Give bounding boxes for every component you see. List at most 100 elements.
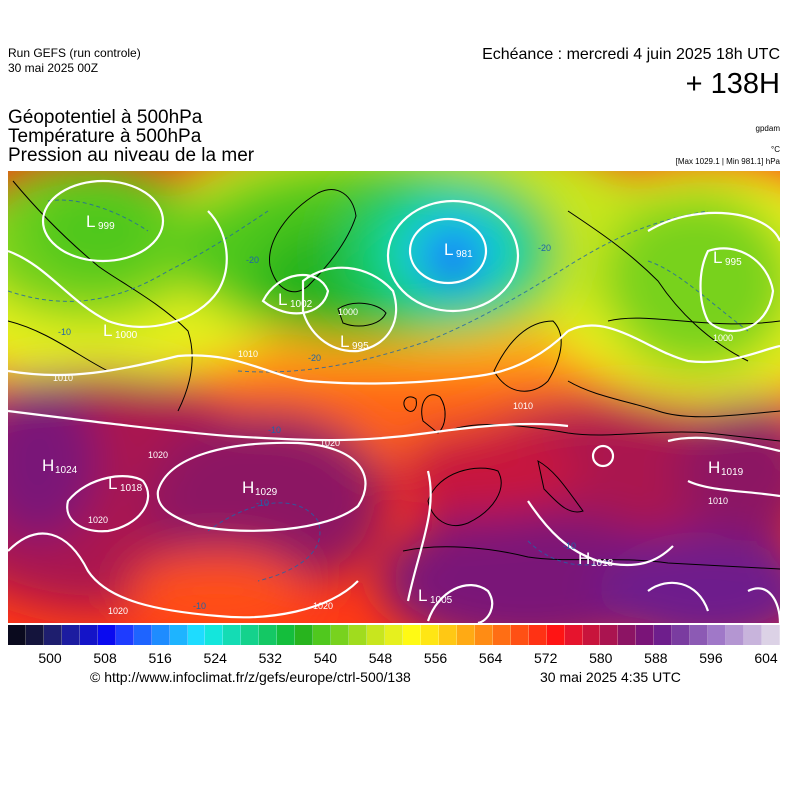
pressure-center: L 1002 bbox=[278, 290, 313, 310]
color-scale-tick: 604 bbox=[754, 650, 778, 666]
color-scale-swatch bbox=[456, 625, 475, 645]
color-scale-swatch bbox=[349, 625, 368, 645]
isotherm-label: -10 bbox=[563, 541, 576, 551]
svg-text:999: 999 bbox=[98, 221, 115, 232]
unit-gpdam: gpdam bbox=[755, 124, 780, 133]
pressure-center: H 1018 bbox=[578, 549, 614, 569]
color-scale-swatch bbox=[420, 625, 439, 645]
svg-text:L: L bbox=[278, 290, 287, 309]
isotherm-label: -10 bbox=[193, 601, 206, 611]
pressure-center: H 1024 bbox=[42, 456, 78, 476]
svg-text:1018: 1018 bbox=[591, 558, 614, 569]
svg-text:L: L bbox=[340, 332, 349, 351]
unit-pressure-range: [Max 1029.1 | Min 981.1] hPa bbox=[675, 157, 780, 166]
color-scale-swatch bbox=[672, 625, 691, 645]
color-scale-swatch bbox=[223, 625, 242, 645]
color-scale-swatch bbox=[151, 625, 170, 645]
pressure-center: H 1019 bbox=[708, 458, 744, 478]
color-scale-swatch bbox=[708, 625, 727, 645]
isotherm-label: -10 bbox=[58, 327, 71, 337]
svg-text:H: H bbox=[42, 456, 54, 475]
isobar-label: 1020 bbox=[88, 515, 108, 525]
svg-text:1005: 1005 bbox=[430, 595, 453, 606]
coastlines bbox=[8, 180, 780, 570]
color-scale-tick: 572 bbox=[534, 650, 558, 666]
color-scale-swatch bbox=[474, 625, 493, 645]
color-scale-swatch bbox=[25, 625, 44, 645]
color-scale-swatch bbox=[169, 625, 188, 645]
color-scale-swatch bbox=[600, 625, 619, 645]
svg-text:1000: 1000 bbox=[115, 330, 138, 341]
color-scale-swatch bbox=[510, 625, 529, 645]
color-scale-swatch bbox=[187, 625, 206, 645]
color-scale-tick: 508 bbox=[93, 650, 117, 666]
color-scale-swatch bbox=[385, 625, 403, 645]
color-scale-swatch bbox=[97, 625, 116, 645]
color-scale-swatch bbox=[295, 625, 314, 645]
isobar-label: 1020 bbox=[148, 450, 168, 460]
color-scale-tick: 548 bbox=[368, 650, 393, 666]
run-model: Run GEFS (run controle) bbox=[8, 46, 141, 60]
isotherms bbox=[8, 199, 749, 582]
color-scale-swatch bbox=[582, 625, 601, 645]
color-scale-swatch bbox=[744, 625, 763, 645]
isotherm-label: -20 bbox=[538, 243, 551, 253]
pressure-center: L 1005 bbox=[418, 586, 453, 606]
color-scale-swatch bbox=[79, 625, 98, 645]
color-scale-tick: 500 bbox=[38, 650, 62, 666]
pressure-center: L 981 bbox=[444, 240, 473, 260]
svg-text:1002: 1002 bbox=[290, 299, 313, 310]
color-scale-tick: 532 bbox=[258, 650, 282, 666]
isobar-label: 1000 bbox=[338, 307, 358, 317]
color-scale bbox=[8, 625, 780, 645]
color-scale-swatch bbox=[726, 625, 745, 645]
color-scale-swatch bbox=[367, 625, 386, 645]
isotherm-label: -10 bbox=[256, 498, 269, 508]
pressure-center: L 1000 bbox=[103, 321, 138, 341]
unit-celsius: °C bbox=[771, 145, 780, 154]
svg-text:981: 981 bbox=[456, 249, 473, 260]
color-scale-swatch bbox=[205, 625, 224, 645]
isotherm-label: -20 bbox=[246, 255, 259, 265]
pressure-center: L 995 bbox=[340, 332, 369, 352]
svg-text:1029: 1029 bbox=[255, 487, 278, 498]
isobar-label: 1000 bbox=[713, 333, 733, 343]
isobar-labels: 1000 1010 1020 1010 1020 1020 1020 1010 … bbox=[53, 307, 733, 616]
svg-text:L: L bbox=[418, 586, 427, 605]
color-scale-swatch bbox=[61, 625, 80, 645]
isobar-label: 1010 bbox=[238, 349, 258, 359]
color-scale-swatch bbox=[636, 625, 655, 645]
svg-text:1019: 1019 bbox=[721, 467, 744, 478]
map-titles: Géopotentiel à 500hPa Température à 500h… bbox=[8, 108, 254, 165]
forecast-valid-time: Echéance : mercredi 4 juin 2025 18h UTC bbox=[482, 46, 780, 63]
color-scale-swatch bbox=[618, 625, 637, 645]
svg-text:L: L bbox=[444, 240, 453, 259]
color-scale-swatch bbox=[402, 625, 421, 645]
svg-text:995: 995 bbox=[352, 341, 369, 352]
run-info: Run GEFS (run controle) 30 mai 2025 00Z bbox=[8, 46, 141, 76]
title-geopotential: Géopotentiel à 500hPa bbox=[8, 107, 203, 128]
isobar-label: 1020 bbox=[108, 606, 128, 616]
isobar-label: 1010 bbox=[53, 373, 73, 383]
color-scale-swatch bbox=[43, 625, 62, 645]
svg-text:H: H bbox=[578, 549, 590, 568]
isobar-label: 1020 bbox=[313, 601, 333, 611]
title-temperature: Température à 500hPa bbox=[8, 126, 202, 147]
source-url: © http://www.infoclimat.fr/z/gefs/europe… bbox=[90, 669, 411, 685]
color-scale-swatch bbox=[492, 625, 511, 645]
color-scale-swatch bbox=[115, 625, 134, 645]
color-scale-tick: 564 bbox=[478, 650, 503, 666]
color-scale-tick: 588 bbox=[644, 650, 668, 666]
color-scale-tick: 540 bbox=[313, 650, 338, 666]
isobar-label: 1020 bbox=[320, 438, 340, 448]
color-scale-swatch bbox=[133, 625, 152, 645]
color-scale-swatch bbox=[546, 625, 565, 645]
isobar-label: 1010 bbox=[708, 496, 728, 506]
pressure-center: L 995 bbox=[713, 248, 742, 268]
svg-text:1024: 1024 bbox=[55, 465, 78, 476]
color-scale-tick: 556 bbox=[423, 650, 448, 666]
svg-text:1018: 1018 bbox=[120, 483, 143, 494]
run-date: 30 mai 2025 00Z bbox=[8, 61, 99, 75]
forecast-hour: + 138H bbox=[685, 68, 780, 100]
